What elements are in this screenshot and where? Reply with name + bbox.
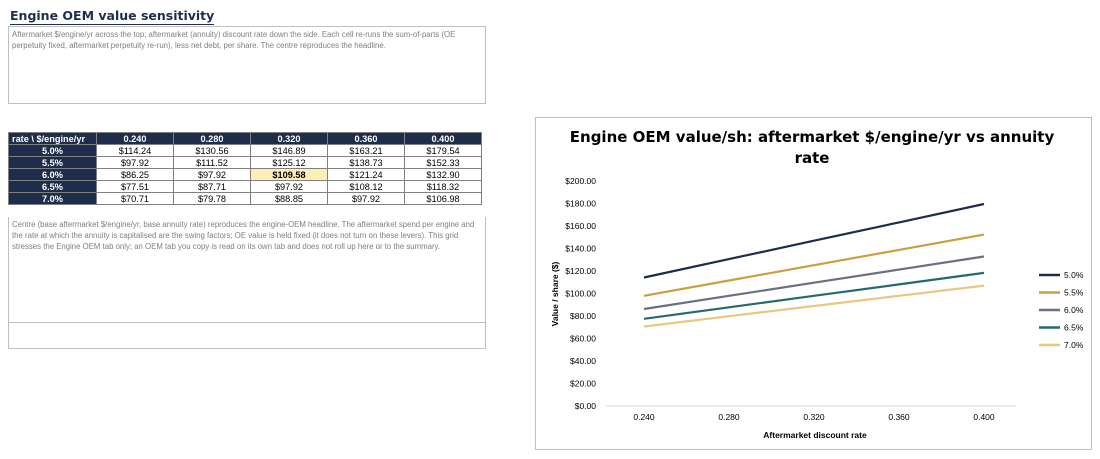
x-axis-title: Aftermarket discount rate [763, 430, 867, 440]
x-tick-label: 0.400 [973, 412, 995, 422]
table-cell[interactable]: $132.90 [404, 168, 482, 181]
empty-cell-box[interactable] [8, 322, 486, 349]
row-header[interactable]: 5.5% [8, 156, 97, 169]
y-tick-label: $120.00 [565, 266, 596, 276]
chart-panel[interactable]: Engine OEM value/sh: aftermarket $/engin… [535, 117, 1092, 450]
table-cell[interactable]: $121.24 [327, 168, 405, 181]
chart-title-line-2: rate [795, 149, 830, 167]
sensitivity-table: rate \ $/engine/yr 0.240 0.280 0.320 0.3… [8, 132, 482, 205]
table-cell[interactable]: $86.25 [96, 168, 174, 181]
y-tick-label: $20.00 [570, 379, 596, 389]
col-header[interactable]: 0.280 [173, 132, 251, 145]
legend-label: 6.5% [1064, 323, 1084, 333]
y-axis: $0.00 $20.00 $40.00 $60.00 $80.00 $100.00 $120… [565, 176, 596, 411]
table-row: 6.0% $86.25 $97.92 $109.58 $121.24 $132.… [8, 168, 482, 181]
table-cell[interactable]: $152.33 [404, 156, 482, 169]
headline-cell[interactable]: $109.58 [250, 168, 328, 181]
y-axis-title: Value / share ($) [550, 261, 560, 326]
table-row: 7.0% $70.71 $79.78 $88.85 $97.92 $106.98 [8, 192, 482, 205]
note-box[interactable]: Centre (base aftermarket $/engine/yr, ba… [8, 217, 486, 323]
table-cell[interactable]: $108.12 [327, 180, 405, 193]
table-cell[interactable]: $125.12 [250, 156, 328, 169]
y-tick-label: $180.00 [565, 199, 596, 209]
y-tick-label: $140.00 [565, 244, 596, 254]
row-header[interactable]: 6.0% [8, 168, 97, 181]
x-tick-label: 0.240 [633, 412, 655, 422]
y-tick-label: $60.00 [570, 334, 596, 344]
table-cell[interactable]: $146.89 [250, 144, 328, 157]
row-header[interactable]: 5.0% [8, 144, 97, 157]
table-cell[interactable]: $118.32 [404, 180, 482, 193]
description-text: Aftermarket $/engine/yr across the top; … [12, 30, 456, 50]
table-cell[interactable]: $97.92 [250, 180, 328, 193]
table-cell[interactable]: $163.21 [327, 144, 405, 157]
col-header[interactable]: 0.400 [404, 132, 482, 145]
table-cell[interactable]: $130.56 [173, 144, 251, 157]
header-row: rate \ $/engine/yr 0.240 0.280 0.320 0.3… [8, 132, 482, 145]
y-tick-label: $0.00 [575, 401, 597, 411]
y-tick-label: $100.00 [565, 289, 596, 299]
col-header[interactable]: 0.320 [250, 132, 328, 145]
legend-label: 7.0% [1064, 340, 1084, 350]
table-row: 5.5% $97.92 $111.52 $125.12 $138.73 $152… [8, 156, 482, 169]
legend-label: 6.0% [1064, 305, 1084, 315]
line-chart: Engine OEM value/sh: aftermarket $/engin… [550, 128, 1084, 440]
legend-label: 5.0% [1064, 270, 1084, 280]
table-cell[interactable]: $79.78 [173, 192, 251, 205]
col-header[interactable]: 0.360 [327, 132, 405, 145]
table-cell[interactable]: $111.52 [173, 156, 251, 169]
series-line-6-5pct [643, 271, 985, 320]
table-cell[interactable]: $88.85 [250, 192, 328, 205]
table-row: 6.5% $77.51 $87.71 $97.92 $108.12 $118.3… [8, 180, 482, 193]
y-tick-label: $40.00 [570, 356, 596, 366]
table-cell[interactable]: $106.98 [404, 192, 482, 205]
row-header[interactable]: 6.5% [8, 180, 97, 193]
row-header[interactable]: 7.0% [8, 192, 97, 205]
chart-title-line-1: Engine OEM value/sh: aftermarket $/engin… [570, 128, 1055, 146]
x-tick-label: 0.280 [718, 412, 740, 422]
table-cell[interactable]: $138.73 [327, 156, 405, 169]
description-box[interactable]: Aftermarket $/engine/yr across the top; … [8, 26, 486, 104]
x-tick-label: 0.360 [888, 412, 910, 422]
series-group [643, 202, 985, 328]
table-cell[interactable]: $87.71 [173, 180, 251, 193]
table-cell[interactable]: $114.24 [96, 144, 174, 157]
y-tick-label: $160.00 [565, 221, 596, 231]
legend-label: 5.5% [1064, 288, 1084, 298]
table-cell[interactable]: $97.92 [96, 156, 174, 169]
table-cell[interactable]: $179.54 [404, 144, 482, 157]
x-axis: 0.240 0.280 0.320 0.360 0.400 [606, 405, 1016, 422]
x-tick-label: 0.320 [803, 412, 825, 422]
col-header[interactable]: 0.240 [96, 132, 174, 145]
sheet-title: Engine OEM value sensitivity [10, 8, 215, 25]
series-line-6-0pct [643, 255, 985, 311]
corner-header[interactable]: rate \ $/engine/yr [8, 132, 97, 145]
table-row: 5.0% $114.24 $130.56 $146.89 $163.21 $17… [8, 144, 482, 157]
y-tick-label: $200.00 [565, 176, 596, 186]
series-line-5-0pct [643, 202, 985, 279]
table-cell[interactable]: $97.92 [327, 192, 405, 205]
table-cell[interactable]: $97.92 [173, 168, 251, 181]
y-tick-label: $80.00 [570, 311, 596, 321]
series-line-5-5pct [643, 233, 985, 297]
table-cell[interactable]: $77.51 [96, 180, 174, 193]
series-line-7-0pct [643, 284, 985, 328]
legend[interactable]: 5.0% 5.5% 6.0% 6.5% 7.0% [1039, 270, 1084, 350]
table-cell[interactable]: $70.71 [96, 192, 174, 205]
note-text: Centre (base aftermarket $/engine/yr, ba… [12, 220, 475, 251]
